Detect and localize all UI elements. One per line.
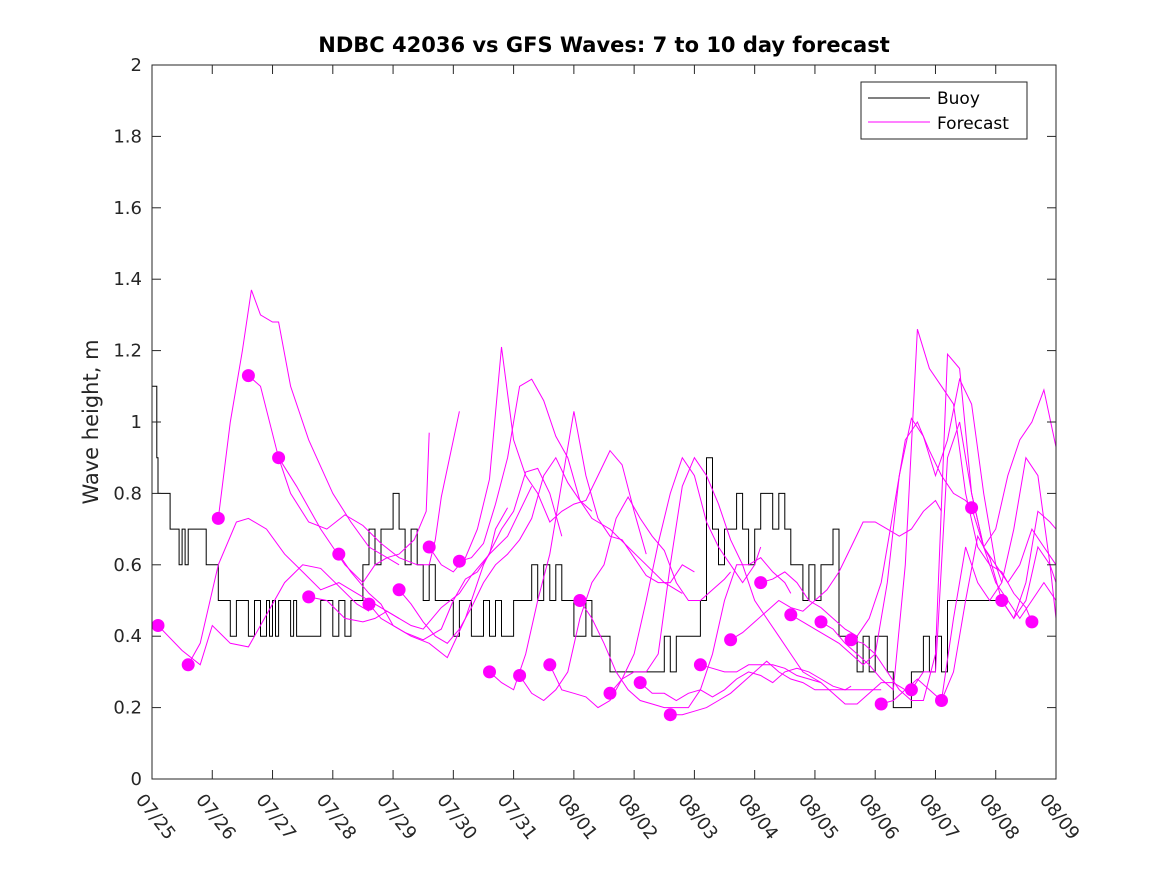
forecast-line-0 xyxy=(157,564,370,666)
forecast-line-13 xyxy=(549,456,762,709)
x-tick-label-1: 07/26 xyxy=(191,790,239,844)
legend: Buoy Forecast xyxy=(860,81,1028,140)
y-tick-label-3: 0.6 xyxy=(113,555,142,576)
forecast-line-17 xyxy=(670,660,882,716)
y-tick-label-2: 0.4 xyxy=(113,626,142,647)
x-tick-label-6: 07/31 xyxy=(493,790,541,844)
forecast-marker-9 xyxy=(422,540,436,554)
forecast-marker-23 xyxy=(844,633,858,647)
forecast-marker-21 xyxy=(784,608,798,622)
forecast-marker-20 xyxy=(754,576,768,590)
x-tick-label-2: 07/27 xyxy=(252,790,300,844)
forecast-marker-17 xyxy=(663,708,677,722)
forecast-line-11 xyxy=(489,411,695,691)
forecast-line-15 xyxy=(609,456,822,694)
forecast-line-26 xyxy=(941,456,1056,701)
forecast-line-4 xyxy=(278,411,460,566)
y-tick-label-4: 0.8 xyxy=(113,483,142,504)
legend-label-buoy: Buoy xyxy=(937,89,980,109)
legend-label-forecast: Forecast xyxy=(937,114,1009,134)
forecast-marker-24 xyxy=(874,697,888,711)
y-tick-label-8: 1.6 xyxy=(113,198,142,219)
forecast-marker-16 xyxy=(633,676,647,690)
forecast-marker-6 xyxy=(332,547,346,561)
forecast-marker-13 xyxy=(543,658,557,672)
y-tick-label-6: 1.2 xyxy=(113,341,142,362)
forecast-marker-4 xyxy=(272,451,286,465)
forecast-marker-27 xyxy=(965,501,979,515)
x-tick-label-5: 07/30 xyxy=(432,790,480,844)
forecast-line-27 xyxy=(971,507,1056,620)
forecast-line-21 xyxy=(790,377,1003,666)
forecast-line-19 xyxy=(730,499,942,641)
y-tick-label-9: 1.8 xyxy=(113,126,142,147)
forecast-line-22 xyxy=(820,329,1033,691)
buoy-line xyxy=(152,385,1002,709)
forecast-line-28 xyxy=(1001,545,1056,620)
forecast-line-6 xyxy=(338,486,533,641)
x-tick-label-3: 07/28 xyxy=(312,790,360,844)
forecast-line-23 xyxy=(850,352,1056,701)
forecast-line-1 xyxy=(187,517,400,666)
legend-box xyxy=(860,81,1028,140)
forecast-marker-12 xyxy=(513,669,527,682)
forecast-marker-15 xyxy=(603,686,617,700)
forecast-line-14 xyxy=(579,557,792,709)
x-tick-label-4: 07/29 xyxy=(372,790,420,844)
x-tick-label-15: 08/09 xyxy=(1035,790,1083,844)
y-tick-label-1: 0.2 xyxy=(113,698,142,719)
forecast-marker-29 xyxy=(1025,615,1039,629)
x-tick-label-7: 08/01 xyxy=(553,790,601,844)
forecast-marker-11 xyxy=(483,665,496,679)
forecast-marker-0 xyxy=(151,619,165,632)
x-tick-label-13: 08/07 xyxy=(915,790,963,844)
forecast-marker-22 xyxy=(814,615,828,629)
forecast-line-9 xyxy=(428,346,647,573)
forecast-marker-18 xyxy=(693,658,707,672)
forecast-line-10 xyxy=(459,378,683,594)
forecast-marker-10 xyxy=(452,554,466,568)
x-tick-label-12: 08/06 xyxy=(854,790,902,844)
y-tick-label-7: 1.4 xyxy=(113,269,142,290)
forecast-marker-3 xyxy=(241,369,255,383)
forecast-marker-8 xyxy=(392,583,406,597)
forecast-line-12 xyxy=(519,495,731,702)
forecast-line-18 xyxy=(700,664,912,705)
forecast-line-7 xyxy=(368,467,563,659)
forecast-line-16 xyxy=(639,667,852,702)
x-tick-label-14: 08/08 xyxy=(975,790,1023,844)
forecast-marker-5 xyxy=(302,590,316,604)
x-tick-label-9: 08/03 xyxy=(673,790,721,844)
forecast-line-20 xyxy=(760,420,972,637)
chart-title: NDBC 42036 vs GFS Waves: 7 to 10 day for… xyxy=(318,33,889,57)
y-tick-label-5: 1 xyxy=(131,412,142,433)
forecast-marker-19 xyxy=(724,633,738,647)
forecast-marker-14 xyxy=(573,594,587,607)
y-axis-label: Wave height, m xyxy=(79,339,103,504)
forecast-series xyxy=(157,289,1056,716)
forecast-marker-7 xyxy=(362,597,376,611)
buoy-series xyxy=(152,385,1002,709)
forecast-line-5 xyxy=(308,507,509,630)
y-axis: 0 0.2 0.4 0.6 0.8 1 1.2 1.4 1.6 1.8 2 xyxy=(113,55,1056,790)
forecast-marker-25 xyxy=(904,683,918,697)
forecast-marker-28 xyxy=(995,594,1009,607)
forecast-marker-1 xyxy=(181,658,195,672)
x-tick-label-10: 08/04 xyxy=(734,790,782,844)
y-tick-label-0: 0 xyxy=(131,769,142,790)
x-tick-label-8: 08/02 xyxy=(613,790,661,844)
x-tick-label-11: 08/05 xyxy=(794,790,842,844)
forecast-line-2 xyxy=(217,289,400,566)
x-tick-label-0: 07/25 xyxy=(131,790,179,844)
y-tick-label-10: 2 xyxy=(131,55,142,76)
forecast-marker-26 xyxy=(935,694,948,707)
forecast-marker-2 xyxy=(211,511,225,525)
forecast-line-8 xyxy=(398,456,593,644)
forecast-markers xyxy=(151,369,1039,722)
